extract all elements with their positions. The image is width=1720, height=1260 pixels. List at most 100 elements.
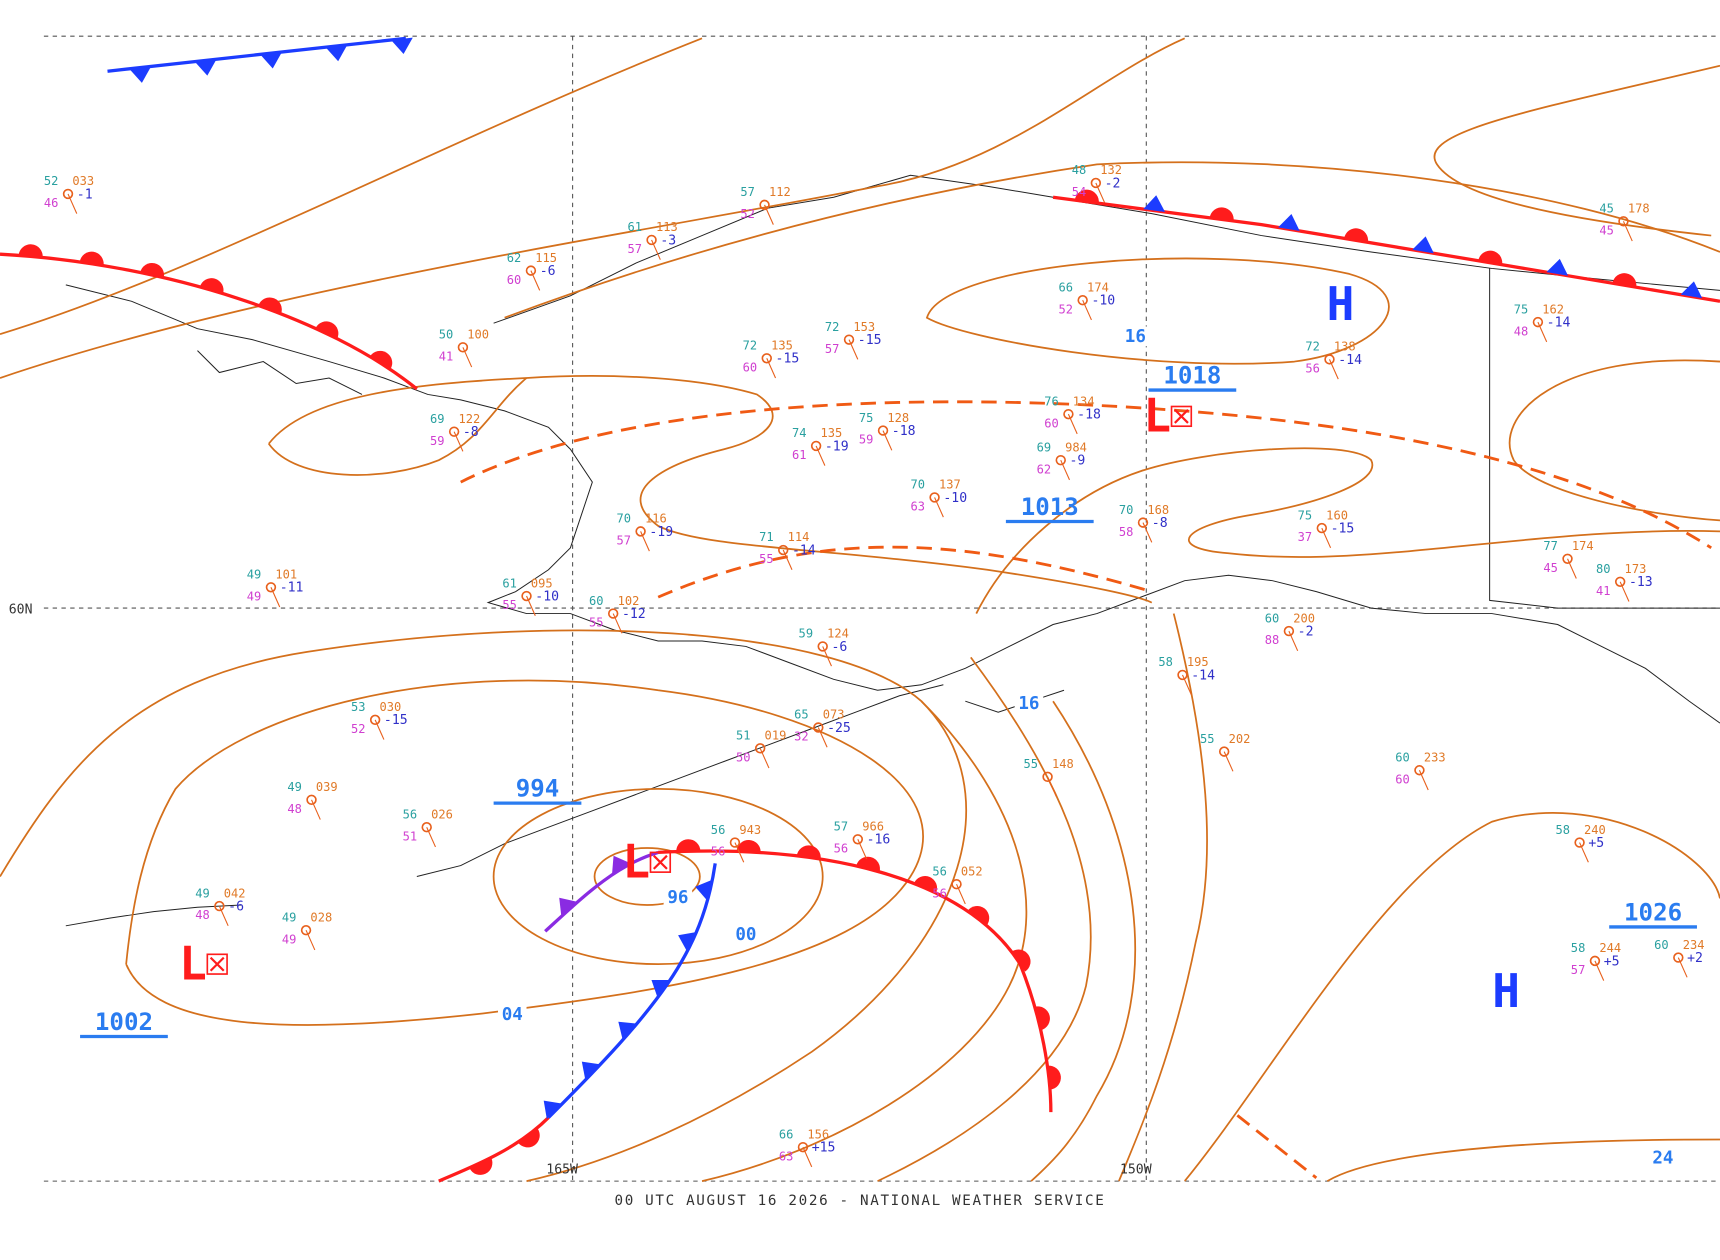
pressure: 137 [939, 478, 961, 492]
temperature: 51 [736, 729, 751, 743]
pressure: 116 [645, 512, 667, 526]
temperature: 69 [1037, 440, 1052, 454]
station-circle [817, 641, 828, 652]
front-marker [1478, 250, 1503, 265]
cold-front [107, 36, 407, 73]
pressure-change: -14 [1547, 316, 1571, 331]
station-circle [810, 440, 822, 452]
wind-barb [1067, 413, 1078, 435]
dewpoint: 48 [1514, 324, 1529, 338]
temperature: 75 [1514, 302, 1529, 316]
pressure: 174 [1087, 280, 1109, 294]
station-plot: 72 153 57 -15 [825, 320, 882, 360]
wind-barb [1418, 770, 1429, 791]
isobar [0, 37, 1186, 379]
station-circle [761, 353, 772, 364]
dewpoint: 59 [859, 433, 874, 447]
pressure-change: -3 [660, 233, 676, 248]
station-circle [778, 544, 789, 556]
station-plot: 56 026 51 [403, 807, 453, 848]
wind-barb [1619, 581, 1630, 602]
isobar-label: 96 [667, 888, 688, 908]
front-marker [913, 875, 938, 893]
wind-barb [1677, 957, 1688, 978]
front-marker [796, 845, 821, 860]
pressure-change: -6 [228, 899, 244, 914]
station-plot: 74 135 61 -19 [792, 426, 849, 466]
station-plot: 69 984 62 -9 [1037, 440, 1087, 481]
station-circle [754, 743, 766, 754]
pressure: 114 [788, 530, 810, 544]
front-marker [543, 1100, 563, 1120]
station-plot: 45 178 45 [1599, 202, 1650, 242]
front-marker [369, 350, 393, 370]
front-marker [676, 839, 701, 852]
dewpoint: 63 [779, 1149, 794, 1163]
wind-barb [1594, 960, 1605, 981]
pressure: 148 [1052, 757, 1074, 771]
temperature: 58 [1158, 655, 1173, 669]
station-circle [1574, 837, 1585, 848]
pressure: 115 [535, 251, 557, 265]
pressure-change: +15 [812, 1141, 836, 1156]
temperature: 72 [1305, 340, 1320, 354]
pressure-change: +2 [1687, 951, 1703, 966]
pressure-change: -18 [892, 424, 916, 439]
front-marker [79, 251, 104, 266]
center-box [649, 851, 672, 873]
station-circle [1055, 454, 1066, 466]
pressure: 028 [310, 910, 332, 924]
station-plot: 57 966 56 -16 [834, 820, 890, 860]
isobar-label: 04 [502, 1005, 523, 1025]
wind-barb [270, 587, 281, 608]
wind-barb [305, 929, 316, 951]
label-bg [498, 1004, 527, 1025]
pressure-change: -25 [827, 721, 851, 736]
wind-barb [857, 839, 868, 860]
isobar-label: 16 [1018, 694, 1039, 714]
pressure: 234 [1683, 938, 1705, 952]
latitude-label: 60N [9, 603, 33, 618]
pressure: 244 [1599, 941, 1621, 955]
station-plot: 49 101 49 -11 [247, 568, 304, 608]
label-bg [663, 887, 693, 908]
dewpoint: 60 [743, 360, 758, 374]
isobar [1030, 700, 1137, 1182]
pressure-change: -6 [831, 640, 847, 655]
pressure-value: 1026 [1624, 898, 1682, 926]
temperature: 74 [792, 426, 807, 440]
station-plot: 70 168 58 -8 [1119, 503, 1169, 543]
pressure-value: 1002 [95, 1008, 153, 1036]
temperature: 66 [1059, 280, 1074, 294]
front-marker [651, 979, 671, 998]
temperature: 52 [44, 174, 59, 188]
label-bg [1014, 693, 1044, 714]
temperature: 56 [711, 823, 726, 837]
coastline [65, 284, 1720, 724]
dewpoint: 41 [1596, 584, 1611, 598]
temperature: 70 [1119, 503, 1134, 517]
wind-barb [651, 239, 661, 260]
wind-barb [67, 193, 78, 214]
isobar [1326, 1138, 1720, 1182]
station-plot: 77 174 45 [1543, 539, 1594, 579]
pressure: 195 [1187, 655, 1209, 669]
station-circle [1673, 952, 1684, 963]
dewpoint: 61 [792, 448, 807, 462]
station-plot: 60 200 88 -2 [1265, 611, 1315, 652]
station-circle [635, 526, 646, 537]
wind-barb [1567, 558, 1577, 579]
pressure: 132 [1100, 163, 1122, 177]
front-marker [1680, 281, 1703, 299]
station-plot: 72 135 60 -15 [743, 339, 799, 379]
longitude-label: 165W [546, 1162, 578, 1177]
station-circle [1562, 553, 1573, 564]
temperature: 45 [1599, 202, 1614, 216]
temperature: 50 [439, 328, 454, 342]
station-plot: 70 116 57 -19 [616, 512, 673, 552]
pressure: 124 [827, 627, 849, 641]
station-plot: 60 102 55 -12 [589, 594, 646, 634]
temperature: 77 [1543, 539, 1558, 553]
station-circle [369, 714, 381, 726]
wind-barb [848, 339, 859, 360]
